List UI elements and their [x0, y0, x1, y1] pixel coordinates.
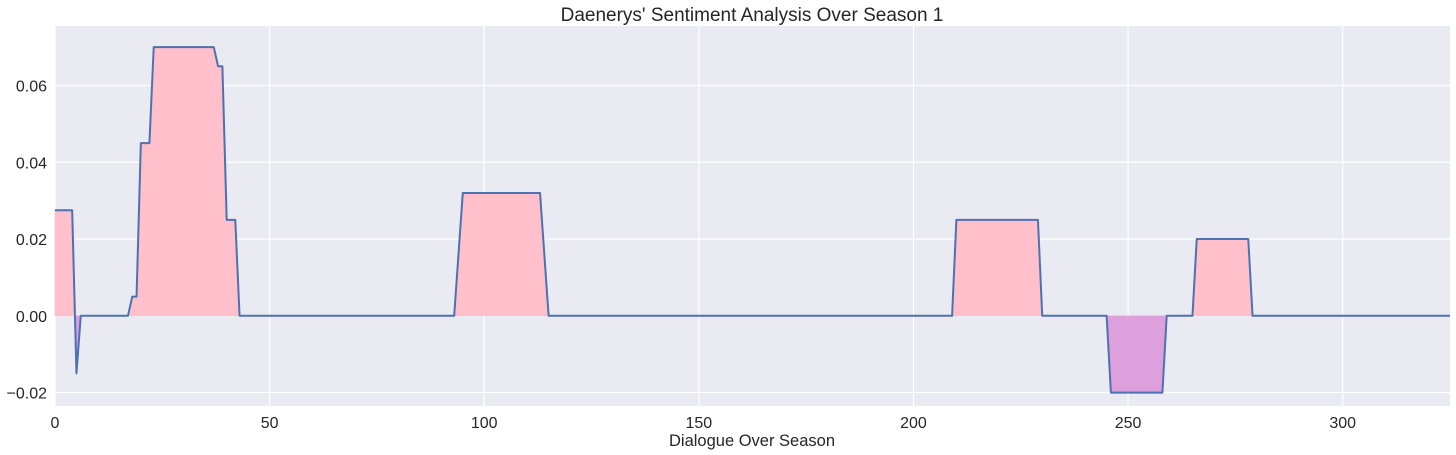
- y-tick-label: 0.00: [16, 309, 47, 326]
- sentiment-line: [55, 46, 1450, 394]
- positive-area: [217, 66, 223, 317]
- positive-area: [226, 219, 236, 317]
- x-tick-label: 100: [471, 415, 498, 432]
- x-tick-label: 250: [1115, 415, 1142, 432]
- y-axis-ticks: −0.02 0.00 0.02 0.04 0.06: [7, 78, 48, 402]
- plot-background: [55, 26, 1450, 406]
- positive-area: [1196, 238, 1249, 317]
- x-tick-label: 200: [900, 415, 927, 432]
- x-axis-ticks: 0 50 100 150 200 250 300: [51, 415, 1357, 432]
- area-fills: [54, 46, 1253, 393]
- x-tick-label: 150: [685, 415, 712, 432]
- x-axis-label: Dialogue Over Season: [669, 432, 835, 450]
- x-tick-label: 50: [261, 415, 279, 432]
- x-tick-label: 300: [1329, 415, 1356, 432]
- sentiment-line-layer: [55, 46, 1450, 394]
- positive-area: [140, 142, 150, 317]
- positive-area: [213, 47, 219, 317]
- y-tick-label: −0.02: [7, 386, 48, 403]
- positive-area: [54, 209, 73, 317]
- x-tick-label: 0: [51, 415, 60, 432]
- y-tick-label: 0.02: [16, 232, 47, 249]
- plot-area: [55, 26, 1450, 406]
- positive-area: [462, 192, 541, 317]
- positive-area: [131, 296, 137, 317]
- positive-area: [956, 219, 1039, 317]
- y-tick-label: 0.06: [16, 78, 47, 95]
- negative-area: [1110, 315, 1163, 393]
- chart-title: Daenerys' Sentiment Analysis Over Season…: [561, 5, 944, 26]
- y-tick-label: 0.04: [16, 155, 47, 172]
- positive-area: [153, 46, 215, 317]
